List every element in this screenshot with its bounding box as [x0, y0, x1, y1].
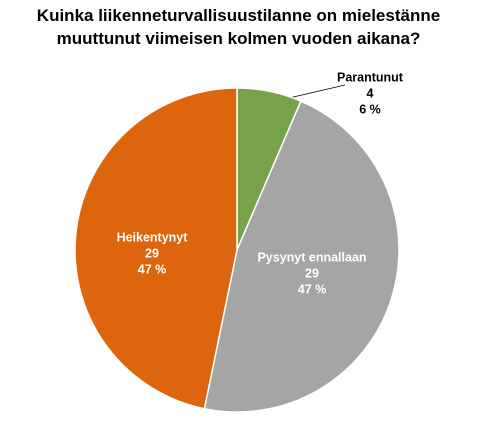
slice-label: Parantunut — [337, 70, 404, 84]
slice-count: 29 — [305, 266, 319, 280]
chart-title: Kuinka liikenneturvallisuustilanne on mi… — [36, 6, 441, 48]
slice-count: 29 — [145, 246, 159, 260]
slice-count: 4 — [367, 86, 374, 100]
slice-label: Heikentynyt — [117, 230, 189, 244]
pie-slice — [74, 87, 238, 410]
slice-percent: 47 % — [138, 262, 167, 276]
slice-percent: 47 % — [298, 282, 327, 296]
slice-label: Pysynyt ennallaan — [257, 250, 366, 264]
pie-slice — [203, 100, 400, 413]
slice-percent: 6 % — [359, 102, 381, 116]
